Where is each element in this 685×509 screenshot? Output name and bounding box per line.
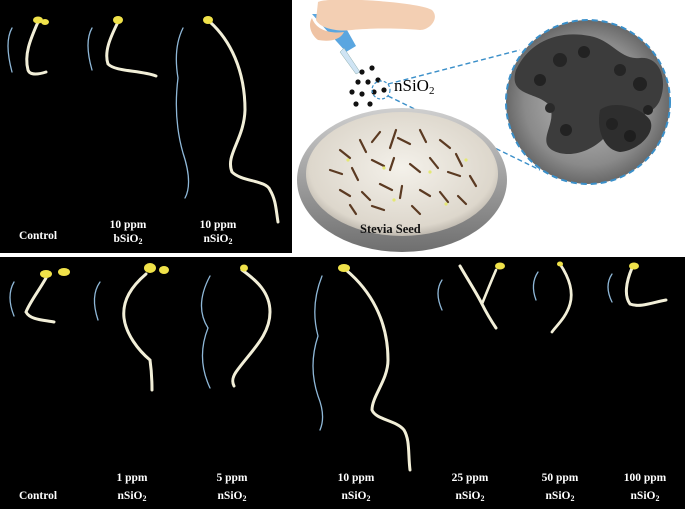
stevia-seed-label: Stevia Seed (360, 222, 421, 236)
bottom-seedling-control (9, 268, 70, 324)
top-seedling-control (7, 16, 49, 76)
bottom-seedling-100ppm (607, 262, 668, 307)
tem-micrograph (505, 19, 671, 185)
bottom-seedling-50ppm (532, 261, 573, 334)
seed-sprouts (346, 158, 468, 206)
bottom-label-1ppm: 1 ppm nSiO2 (116, 472, 148, 503)
bottom-seedling-5ppm (200, 264, 272, 389)
bottom-label-control: Control (18, 490, 58, 502)
zoom-circle (371, 80, 391, 100)
bottom-label-100ppm: 100 ppm nSiO2 (623, 472, 667, 503)
petri-dish (297, 108, 507, 252)
nanoparticle-dots (349, 65, 387, 107)
top-seedling-nsio2 (175, 16, 280, 224)
bottom-seedling-25ppm (437, 262, 505, 330)
top-label-nsio2: 10 ppm nSiO2 (199, 219, 237, 246)
bottom-seedling-10ppm (312, 264, 412, 472)
hand-pipette-illustration (310, 0, 435, 75)
bottom-label-5ppm: 5 ppm nSiO2 (216, 472, 248, 503)
bottom-label-25ppm: 25 ppm nSiO2 (451, 472, 489, 503)
top-label-control: Control (18, 230, 58, 242)
top-seedling-bsio2 (87, 16, 158, 78)
tem-border (505, 19, 671, 185)
zoom-line-top (387, 49, 521, 85)
bottom-seedling-1ppm (93, 263, 169, 392)
bottom-label-50ppm: 50 ppm nSiO2 (541, 472, 579, 503)
top-label-bsio2: 10 ppm bSiO2 (109, 219, 147, 246)
stevia-seeds (328, 128, 478, 216)
nsio2-particle-label: nSiO2 (394, 76, 435, 97)
bottom-label-10ppm: 10 ppm nSiO2 (337, 472, 375, 503)
